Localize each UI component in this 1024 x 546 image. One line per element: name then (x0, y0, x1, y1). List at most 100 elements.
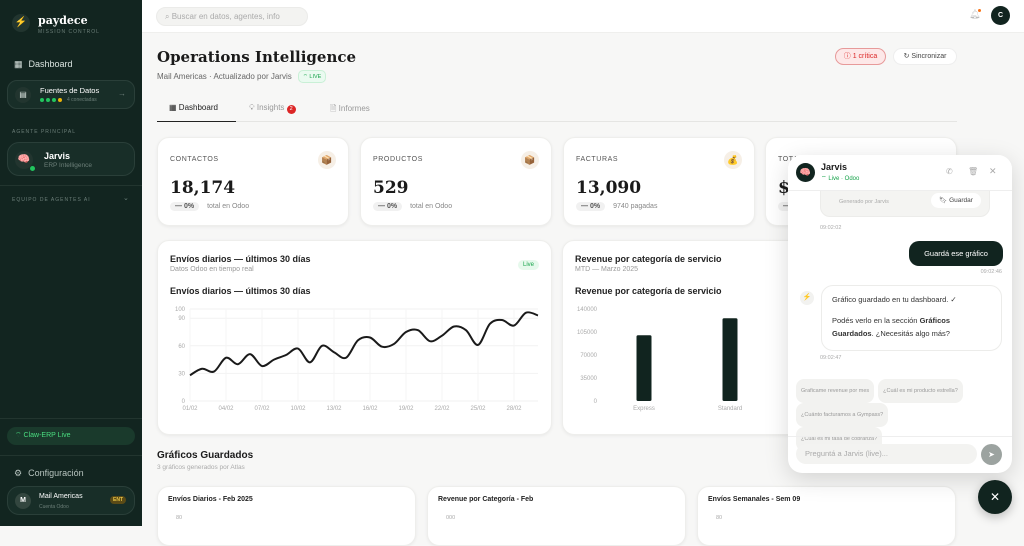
live-status: ⌔ Claw-ERP Live (7, 427, 135, 445)
account-avatar: M (15, 493, 31, 509)
logo-icon: ⚡ (12, 14, 30, 32)
kpi-icon: 📦 (318, 151, 336, 169)
trash-icon[interactable]: 🗑︎ (968, 167, 978, 176)
data-sources-button[interactable]: ▤ Fuentes de Datos 4 conectadas → (7, 80, 135, 109)
y-tick-label: 35000 (580, 376, 597, 382)
phone-icon[interactable]: ✆ (946, 167, 953, 176)
agent-role: ERP Intelligence (44, 162, 92, 169)
alert-icon: ⓘ (844, 53, 851, 60)
critical-alert-button[interactable]: ⓘ 1 crítica (835, 48, 886, 65)
axis-tick: 80 (176, 515, 182, 521)
brand-subtitle: MISSION CONTROL (38, 29, 100, 35)
chevron-right-icon: → (118, 89, 126, 98)
chevron-down-icon[interactable]: ⌄ (123, 194, 129, 202)
refresh-icon: ↻ (904, 53, 910, 60)
team-toggle[interactable]: EQUIPO DE AGENTES AI (12, 197, 91, 203)
status-dot (46, 98, 50, 102)
saved-section-subtitle: 3 gráficos generados por Atlas (157, 464, 245, 471)
user-avatar[interactable]: C (991, 6, 1010, 25)
saved-chart-card[interactable]: Envíos Semanales - Sem 09 80 (697, 486, 956, 546)
daily-shipments-card: Envíos diarios — últimos 30 días Datos O… (157, 240, 552, 435)
close-chat-fab[interactable]: ✕ (978, 480, 1012, 514)
brain-avatar: 🧠 (796, 163, 815, 182)
kpi-icon: 📦 (521, 151, 539, 169)
agent-jarvis[interactable]: 🧠 Jarvis ERP Intelligence (7, 142, 135, 176)
document-icon: 🗎 (330, 104, 336, 113)
y-tick-label: 105000 (577, 330, 598, 336)
kpi-label: FACTURAS (576, 156, 618, 163)
kpi-delta: — 0%total en Odoo (373, 202, 452, 211)
chat-agent-name: Jarvis (821, 162, 847, 172)
sidebar-item-dashboard[interactable]: ▦Dashboard (14, 59, 73, 70)
axis-tick: 000 (446, 515, 455, 521)
x-tick-label: 25/02 (470, 406, 486, 412)
y-tick-label: 70000 (580, 353, 597, 359)
timestamp: 09:02:46 (981, 269, 1002, 275)
y-tick-label: 0 (182, 399, 186, 405)
tab-dashboard[interactable]: ▦ Dashboard (157, 98, 236, 122)
suggestion-chip[interactable]: ¿Cuánto facturamos a Gympass? (796, 403, 888, 427)
kpi-label: PRODUCTOS (373, 156, 423, 163)
bot-message: Gráfico guardado en tu dashboard. ✓ Podé… (821, 285, 1002, 351)
save-chart-button[interactable]: 🔖︎ Guardar (931, 193, 981, 208)
bar (637, 335, 652, 401)
chat-input[interactable]: Preguntá a Jarvis (live)... (796, 444, 977, 464)
kpi-icon: 💰 (724, 151, 742, 169)
suggestions: Graficame revenue por mes¿Cuál es mi pro… (796, 379, 996, 451)
search-icon: ⌕ (165, 12, 169, 21)
chat-status: ⌔ Live · Odoo (821, 174, 859, 182)
sources-status: 4 conectadas (40, 97, 97, 103)
x-tick-label: 22/02 (434, 406, 450, 412)
close-icon[interactable]: ✕ (989, 166, 997, 177)
bookmark-icon: 🔖︎ (939, 197, 947, 204)
saved-chart-title: Envíos Diarios - Feb 2025 (168, 496, 253, 503)
x-tick-label: 28/02 (506, 406, 522, 412)
lightbulb-icon: 💡︎ (249, 103, 255, 112)
y-tick-label: 60 (178, 344, 185, 350)
generated-by: Generado por Jarvis (839, 199, 889, 205)
kpi-value: 13,090 (576, 178, 641, 198)
suggestion-chip[interactable]: ¿Cuál es mi producto estrella? (878, 379, 963, 403)
series-line (190, 312, 538, 375)
sources-title: Fuentes de Datos (40, 86, 99, 95)
suggestion-chip[interactable]: Graficame revenue por mes (796, 379, 874, 403)
saved-chart-title: Revenue por Categoría - Feb (438, 496, 533, 503)
x-tick-label: 13/02 (326, 406, 342, 412)
tab-insights[interactable]: 💡︎ Insights 2 (249, 103, 296, 114)
grid-icon: ▦ (169, 103, 177, 112)
wifi-icon: ⌔ (15, 432, 22, 439)
y-tick-label: 0 (594, 399, 598, 405)
y-tick-label: 30 (178, 371, 185, 377)
gear-icon: ⚙ (14, 468, 22, 479)
x-tick-label: 01/02 (182, 406, 198, 412)
kpi-value: 529 (373, 178, 409, 198)
account-sub: Cuenta Odoo (39, 504, 69, 510)
search-input[interactable]: ⌕ Buscar en datos, agentes, info (156, 7, 308, 26)
agent-name: Jarvis (44, 151, 70, 161)
x-tick-label: Standard (718, 406, 742, 412)
sync-button[interactable]: ↻ Sincronizar (893, 48, 957, 65)
kpi-card[interactable]: FACTURAS 💰 13,090 — 0%9740 pagadas (563, 137, 755, 226)
settings-button[interactable]: ⚙Configuración (14, 468, 84, 479)
account-switcher[interactable]: M Mail Americas Cuenta Odoo ENT (7, 486, 135, 515)
y-tick-label: 90 (178, 316, 185, 322)
saved-chart-card[interactable]: Revenue por Categoría - Feb 000 (427, 486, 686, 546)
y-tick-label: 100 (175, 307, 186, 313)
chat-panel: 🧠 Jarvis ⌔ Live · Odoo ✆ 🗑︎ ✕ Generado p… (788, 155, 1012, 473)
kpi-delta: — 0%total en Odoo (170, 202, 249, 211)
timestamp: 09:02:02 (820, 225, 841, 231)
sidebar: ⚡ paydece MISSION CONTROL ▦Dashboard ▤ F… (0, 0, 142, 526)
grid-icon: ▦ (14, 59, 23, 70)
section-label: AGENTE PRINCIPAL (12, 129, 76, 135)
bell-icon[interactable]: 🔔︎ (969, 9, 980, 20)
kpi-value: 18,174 (170, 178, 235, 198)
saved-section-title: Gráficos Guardados (157, 450, 253, 461)
tab-informes[interactable]: 🗎 Informes (330, 103, 370, 117)
saved-chart-card[interactable]: Envíos Diarios - Feb 2025 80 (157, 486, 416, 546)
send-button[interactable]: ➤ (981, 444, 1002, 465)
kpi-card[interactable]: PRODUCTOS 📦 529 — 0%total en Odoo (360, 137, 552, 226)
kpi-card[interactable]: CONTACTOS 📦 18,174 — 0%total en Odoo (157, 137, 349, 226)
online-dot (30, 166, 35, 171)
status-dot (52, 98, 56, 102)
